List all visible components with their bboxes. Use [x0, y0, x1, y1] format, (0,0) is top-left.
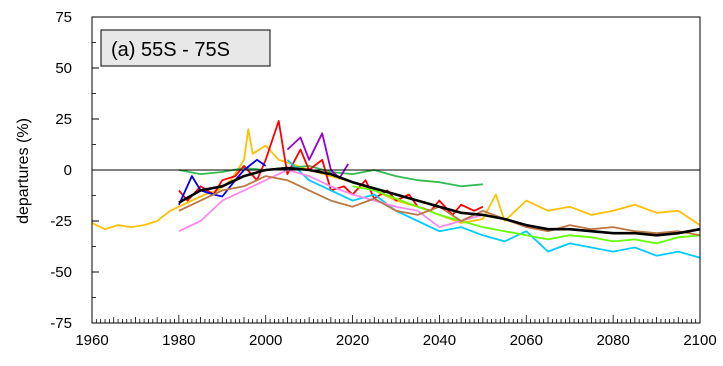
x-tick-label: 2020	[336, 332, 369, 349]
plot-layer	[91, 120, 701, 259]
y-tick-label: 0	[64, 162, 72, 179]
series-line-2	[178, 164, 483, 188]
x-tick-label: 1980	[162, 332, 195, 349]
x-tick-label: 2080	[596, 332, 629, 349]
series-line-6	[286, 159, 701, 259]
series-line-8	[178, 169, 484, 233]
x-tick-label: 1960	[75, 332, 108, 349]
series-line-1	[91, 128, 701, 231]
y-tick-label: -25	[50, 213, 72, 230]
x-tick-label: 2000	[249, 332, 282, 349]
axis-layer: 1960 1980 2000 2020 2040 2060 2080 2100 75 50 25 0 -…	[50, 9, 716, 349]
series-line-4	[178, 158, 267, 206]
y-axis-title: departures (%)	[15, 118, 32, 224]
x-tick-label: 2100	[683, 332, 716, 349]
y-tick-label: 50	[55, 60, 72, 77]
series-line-7	[352, 185, 701, 245]
x-tick-label: 2040	[423, 332, 456, 349]
panel-label: (a) 55S - 75S	[111, 39, 230, 61]
y-tick-label: 25	[55, 111, 72, 128]
panel-label-box: (a) 55S - 75S	[100, 29, 271, 67]
y-tick-label: 75	[55, 9, 72, 26]
x-tick-label: 2060	[510, 332, 543, 349]
y-tick-label: -75	[50, 315, 72, 332]
y-tick-label: -50	[50, 264, 72, 281]
